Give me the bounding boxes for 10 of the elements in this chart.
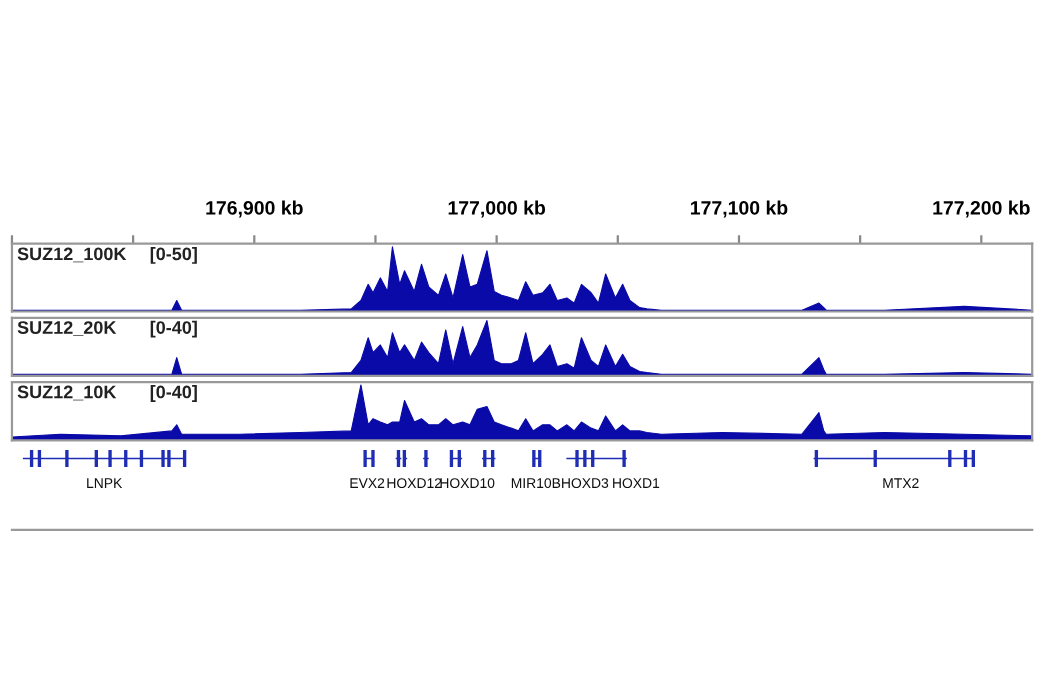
chart-title: SUZ12_20K: [17, 321, 117, 336]
x-tick-label: 176,900 kb: [206, 200, 303, 218]
chart-subtitle: [0-50]: [150, 246, 197, 264]
x-tick-label: 177,000 kb: [448, 200, 546, 218]
x-tick-label: 177,100 kb: [691, 200, 788, 218]
chart-subtitle: [0-40]: [150, 320, 197, 338]
chart-title: SUZ12_10K: [17, 385, 117, 401]
x-tick-label: 177,200 kb: [933, 200, 1030, 218]
chart-subtitle: [0-40]: [150, 385, 197, 402]
chart-title: SUZ12_100K: [17, 247, 127, 263]
